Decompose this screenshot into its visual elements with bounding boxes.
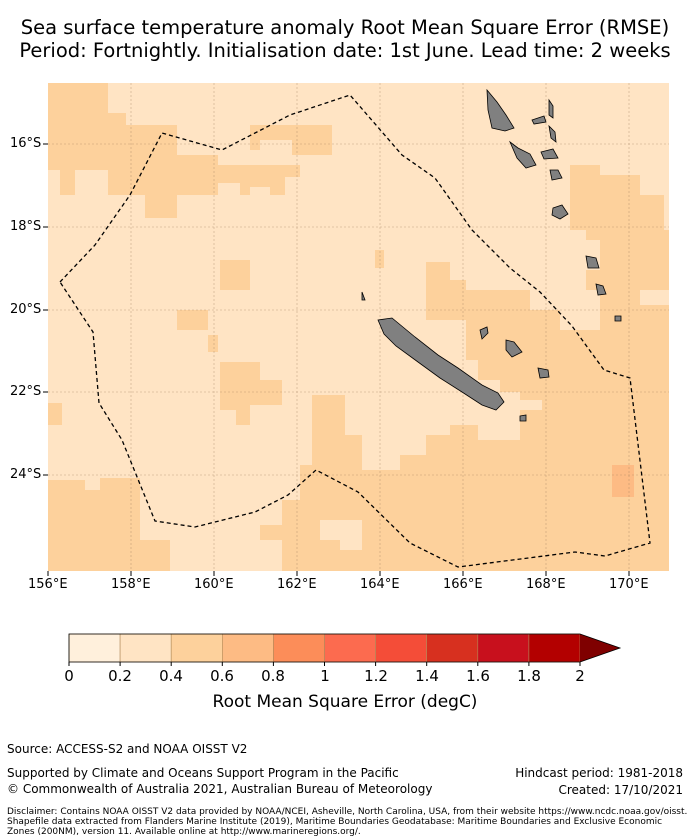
rmse-patch-left-edge xyxy=(48,403,62,425)
colorbar-tick-label: 1.4 xyxy=(415,667,439,685)
title-line-1: Sea surface temperature anomaly Root Mea… xyxy=(20,16,670,39)
lon-tick-label: 160°E xyxy=(194,577,234,592)
lat-tick-label: 20°S xyxy=(10,302,42,317)
colorbar-tick-label: 1 xyxy=(320,667,330,685)
land-vanuatu-aneityum xyxy=(614,315,622,322)
lon-tick-label: 158°E xyxy=(111,577,151,592)
supported-text: Supported by Climate and Oceans Support … xyxy=(7,766,399,780)
colorbar-bin xyxy=(477,633,530,663)
lat-tick-label: 24°S xyxy=(10,467,42,482)
rmse-patch-max xyxy=(612,465,634,497)
colorbar-title: Root Mean Square Error (degC) xyxy=(212,692,478,712)
land-new-caledonia xyxy=(377,317,505,411)
created-text: Created: 17/10/2021 xyxy=(558,783,683,797)
eez-boundary xyxy=(59,94,651,568)
land-vanuatu-epi xyxy=(549,169,563,181)
lon-tick-label: 170°E xyxy=(609,577,649,592)
land-belep xyxy=(361,291,366,301)
land-vanuatu-ambrym xyxy=(540,148,559,160)
rmse-patch-center-east xyxy=(48,262,669,571)
source-text: Source: ACCESS-S2 and NOAA OISST V2 xyxy=(7,742,248,756)
land-vanuatu-ambae xyxy=(531,115,547,125)
lat-tick-label: 16°S xyxy=(10,136,42,151)
rmse-field xyxy=(48,83,669,571)
colorbar-bin xyxy=(222,633,274,663)
rmse-patch-small-1 xyxy=(375,250,384,268)
rmse-patch-north-mid xyxy=(218,165,300,195)
colorbar-bin xyxy=(119,633,172,663)
land-vanuatu-tanna xyxy=(595,283,607,296)
land-vanuatu-maewo xyxy=(548,98,554,119)
lon-tick-label: 166°E xyxy=(443,577,483,592)
colorbar-tick-label: 0.2 xyxy=(108,667,132,685)
rmse-patch-east-top xyxy=(570,165,669,305)
colorbar-tick-label: 0.8 xyxy=(261,667,285,685)
rmse-patch-lower-left xyxy=(220,362,282,425)
colorbar-tick-label: 1.8 xyxy=(517,667,541,685)
land-vanuatu-erromango xyxy=(585,255,600,269)
land-vanuatu-pentecost xyxy=(548,124,557,143)
colorbar-tick-label: 0 xyxy=(64,667,74,685)
rmse-patch-light-3 xyxy=(478,410,520,440)
colorbar-bin xyxy=(528,633,581,663)
land-lifou xyxy=(505,339,523,358)
hindcast-text: Hindcast period: 1981-2018 xyxy=(515,766,683,780)
colorbar-tick-label: 1.2 xyxy=(364,667,388,685)
colorbar-extend-arrow xyxy=(580,634,620,662)
rmse-patch-top-mid xyxy=(250,125,332,155)
colorbar-tick-label: 2 xyxy=(575,667,585,685)
rmse-patch-light-1 xyxy=(320,520,362,550)
colorbar-frame xyxy=(68,633,622,663)
rmse-patch-high-nw xyxy=(48,83,218,218)
rmse-patch-mid-left xyxy=(177,310,218,352)
rmse-patch-west-mid xyxy=(220,260,250,290)
colorbar-bin xyxy=(170,633,223,663)
land-ouvea xyxy=(479,326,489,340)
lon-tick-label: 156°E xyxy=(28,577,68,592)
land-vanuatu-efate xyxy=(551,204,569,220)
land-ile-des-pins xyxy=(519,414,527,422)
land-mare xyxy=(537,367,550,379)
rmse-patch-light-2 xyxy=(383,455,395,467)
colorbar xyxy=(68,633,622,666)
lon-tick-label: 164°E xyxy=(360,577,400,592)
land-vanuatu-espiritu xyxy=(486,88,515,132)
lat-tick-label: 22°S xyxy=(10,384,42,399)
lon-tick-label: 162°E xyxy=(277,577,317,592)
colorbar-tick-label: 1.6 xyxy=(466,667,490,685)
colorbar-bin xyxy=(324,633,376,663)
colorbar-tick-label: 0.6 xyxy=(210,667,234,685)
title-line-2: Period: Fortnightly. Initialisation date… xyxy=(19,39,671,62)
colorbar-bin xyxy=(273,633,325,663)
copyright-text: © Commonwealth of Australia 2021, Austra… xyxy=(7,782,433,796)
axis-ticks xyxy=(43,143,630,576)
disclaimer-text: Disclaimer: Contains NOAA OISST V2 data … xyxy=(7,807,688,837)
colorbar-bin xyxy=(68,633,121,663)
gridlines xyxy=(48,83,669,571)
colorbar-tick-label: 0.4 xyxy=(159,667,183,685)
colorbar-bin xyxy=(426,633,479,663)
land-vanuatu-malakula xyxy=(509,140,537,169)
lon-tick-label: 168°E xyxy=(526,577,566,592)
lat-tick-label: 18°S xyxy=(10,219,42,234)
colorbar-bin xyxy=(375,633,428,663)
land xyxy=(361,88,622,422)
